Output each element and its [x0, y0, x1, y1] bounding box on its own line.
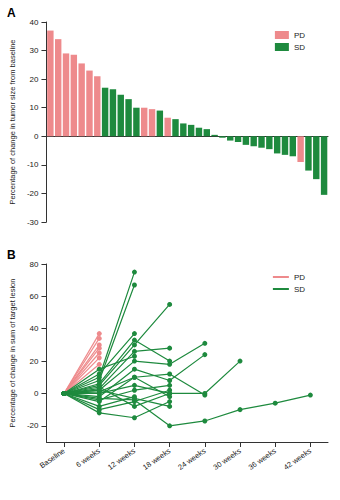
svg-text:PD: PD: [294, 31, 305, 40]
svg-text:18 weeks: 18 weeks: [141, 446, 172, 472]
svg-text:0: 0: [34, 389, 39, 398]
svg-text:-30: -30: [27, 218, 39, 227]
svg-text:42 weeks: 42 weeks: [282, 446, 313, 472]
svg-text:-20: -20: [27, 421, 39, 430]
svg-text:6 weeks: 6 weeks: [74, 446, 102, 469]
svg-text:80: 80: [30, 260, 39, 269]
svg-text:60: 60: [30, 292, 39, 301]
svg-text:PD: PD: [294, 273, 305, 282]
svg-text:30 weeks: 30 weeks: [211, 446, 242, 472]
svg-text:0: 0: [34, 132, 39, 141]
svg-text:B: B: [7, 248, 16, 262]
svg-text:40: 40: [30, 324, 39, 333]
svg-text:Baseline: Baseline: [38, 446, 67, 470]
svg-text:12 weeks: 12 weeks: [106, 446, 137, 472]
svg-text:-10: -10: [27, 160, 39, 169]
svg-text:20: 20: [30, 357, 39, 366]
svg-text:SD: SD: [294, 285, 305, 294]
svg-text:36 weeks: 36 weeks: [247, 446, 278, 472]
svg-text:SD: SD: [294, 43, 305, 52]
svg-text:Percentage of change in sum of: Percentage of change in sum of target le…: [8, 279, 17, 428]
svg-text:A: A: [7, 6, 16, 20]
svg-text:Percentage of change in tumor: Percentage of change in tumor size from …: [8, 39, 17, 204]
svg-text:24 weeks: 24 weeks: [176, 446, 207, 472]
svg-text:-20: -20: [27, 189, 39, 198]
svg-text:10: 10: [30, 103, 39, 112]
svg-text:20: 20: [30, 75, 39, 84]
svg-text:30: 30: [30, 46, 39, 55]
svg-text:40: 40: [30, 18, 39, 27]
